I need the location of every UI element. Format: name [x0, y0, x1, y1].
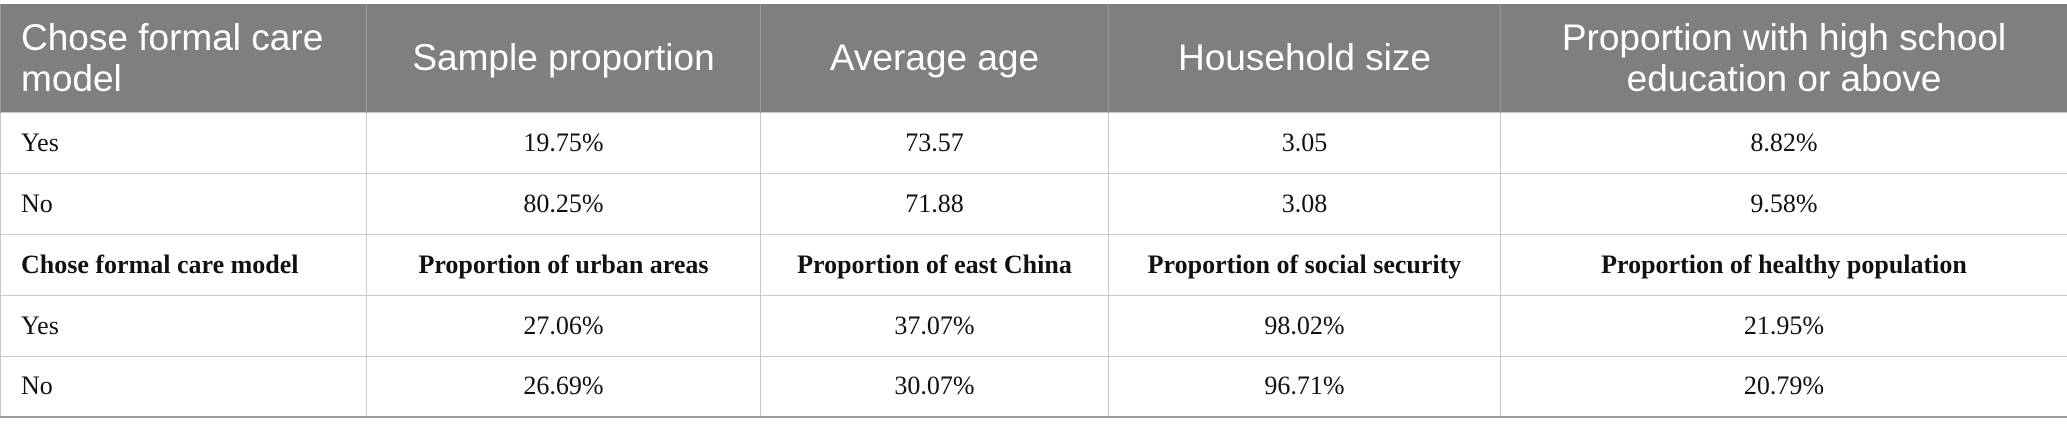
table-cell: 80.25%: [366, 172, 761, 235]
subheader-cell: Proportion of healthy population: [1500, 233, 2067, 296]
subheader-cell: Chose formal care model: [0, 233, 367, 296]
subheader-cell: Proportion of urban areas: [366, 233, 761, 296]
header-row: Chose formal care model Sample proportio…: [0, 4, 2067, 112]
table-cell: No: [0, 172, 367, 235]
table-cell: Yes: [0, 294, 367, 357]
table-cell: 73.57: [760, 111, 1109, 174]
header-cell-household-size: Household size: [1108, 4, 1501, 112]
table-cell: 37.07%: [760, 294, 1109, 357]
table-cell: 19.75%: [366, 111, 761, 174]
table-cell: 30.07%: [760, 355, 1109, 418]
subheader-cell: Proportion of east China: [760, 233, 1109, 296]
subheader-row: Chose formal care model Proportion of ur…: [0, 233, 2067, 296]
table-cell: 3.08: [1108, 172, 1501, 235]
subheader-cell: Proportion of social security: [1108, 233, 1501, 296]
table-cell: Yes: [0, 111, 367, 174]
table-row: Yes 27.06% 37.07% 98.02% 21.95%: [0, 294, 2067, 357]
table-cell: 21.95%: [1500, 294, 2067, 357]
table-cell: 98.02%: [1108, 294, 1501, 357]
table-cell: 26.69%: [366, 355, 761, 418]
table-cell: 9.58%: [1500, 172, 2067, 235]
table-cell: 27.06%: [366, 294, 761, 357]
table-row: No 80.25% 71.88 3.08 9.58%: [0, 172, 2067, 235]
table-cell: No: [0, 355, 367, 418]
table-cell: 71.88: [760, 172, 1109, 235]
table-cell: 3.05: [1108, 111, 1501, 174]
table-row: No 26.69% 30.07% 96.71% 20.79%: [0, 355, 2067, 418]
header-cell-formal-care: Chose formal care model: [0, 4, 367, 112]
data-table: Chose formal care model Sample proportio…: [0, 4, 2067, 418]
table-cell: 8.82%: [1500, 111, 2067, 174]
header-cell-high-school: Proportion with high school education or…: [1500, 4, 2067, 112]
table-cell: 20.79%: [1500, 355, 2067, 418]
header-cell-average-age: Average age: [760, 4, 1109, 112]
header-cell-sample-proportion: Sample proportion: [366, 4, 761, 112]
table-row: Yes 19.75% 73.57 3.05 8.82%: [0, 111, 2067, 174]
table-cell: 96.71%: [1108, 355, 1501, 418]
